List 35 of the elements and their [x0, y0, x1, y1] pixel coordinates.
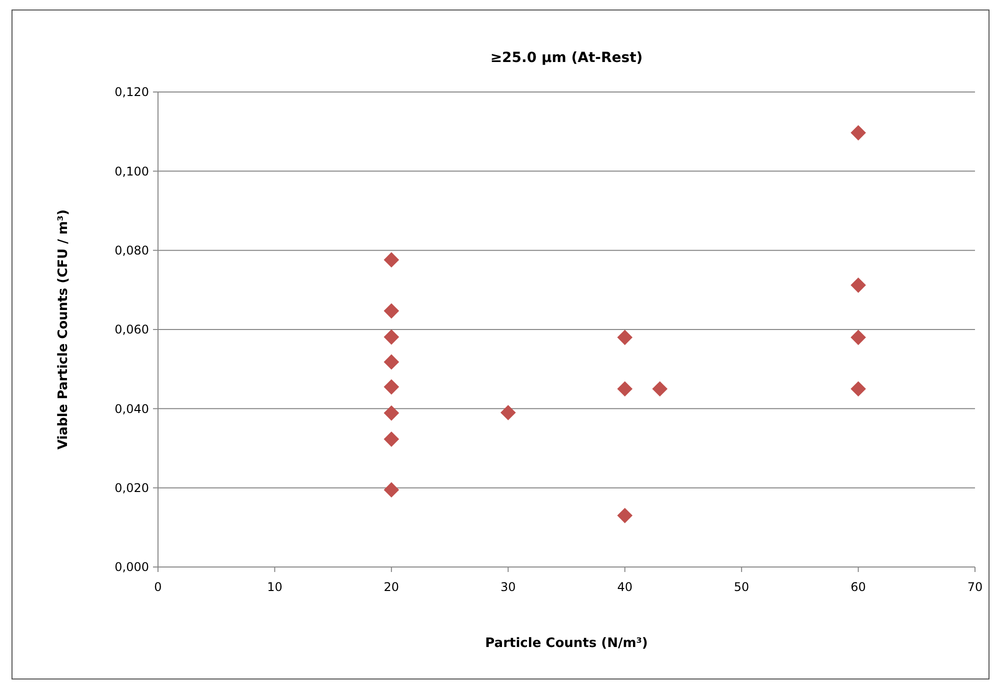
point — [617, 508, 633, 524]
point — [850, 330, 866, 346]
x-tick-label: 70 — [967, 580, 983, 594]
x-tick-label: 10 — [267, 580, 282, 594]
y-axis-title: Viable Particle Counts (CFU / m³) — [56, 209, 71, 450]
point — [384, 405, 400, 421]
x-tick-label: 30 — [500, 580, 516, 594]
point — [617, 381, 633, 397]
point — [384, 431, 400, 447]
x-tick-label: 0 — [154, 580, 162, 594]
x-tick-label: 60 — [850, 580, 866, 594]
point — [652, 381, 668, 397]
y-tick-label: 0,020 — [114, 481, 149, 496]
x-tick-label: 50 — [734, 580, 750, 594]
y-tick-label: 0,000 — [114, 560, 149, 574]
y-tick-label: 0,100 — [114, 164, 149, 178]
point — [850, 381, 866, 397]
y-tick-label: 0,120 — [114, 85, 149, 100]
point — [384, 303, 400, 319]
point — [384, 482, 400, 498]
point — [384, 329, 400, 345]
point — [500, 404, 516, 420]
y-tick-label: 0,060 — [114, 322, 149, 337]
chart-title: ≥25.0 µm (At-Rest) — [490, 50, 643, 66]
y-tick-label: 0,040 — [114, 402, 149, 416]
x-tick-label: 20 — [384, 580, 400, 594]
x-axis-title: Particle Counts (N/m³) — [485, 636, 648, 651]
point — [850, 125, 866, 140]
point — [850, 277, 866, 293]
point — [384, 354, 400, 370]
point — [617, 330, 633, 346]
point — [384, 252, 400, 268]
x-tick-label: 40 — [617, 580, 632, 594]
y-tick-label: 0,080 — [114, 244, 149, 258]
point — [384, 379, 400, 395]
